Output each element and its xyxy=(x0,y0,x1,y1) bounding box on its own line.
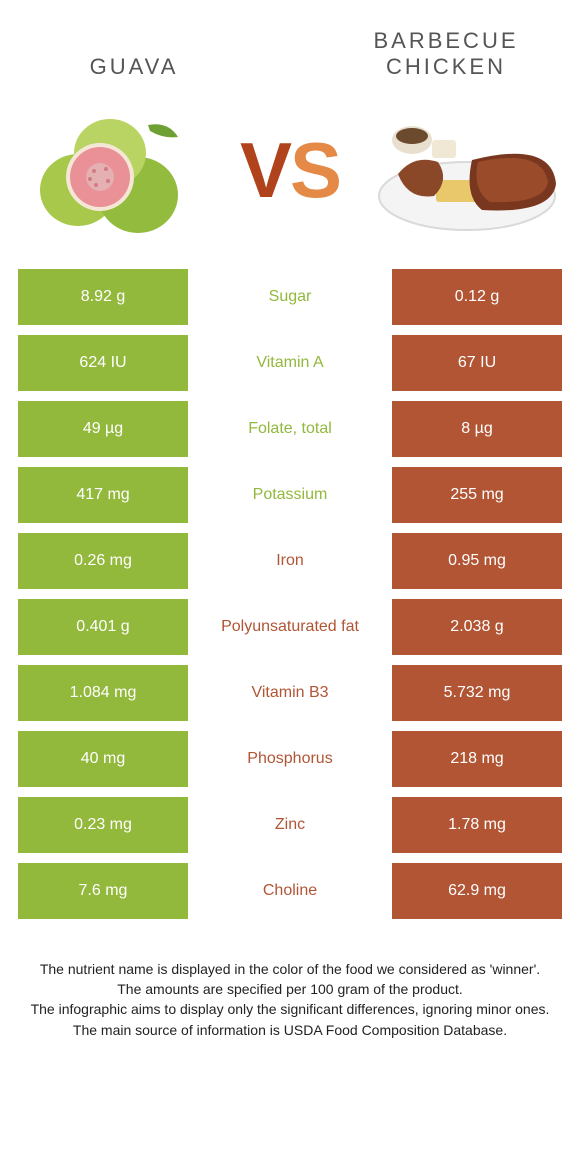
title-right: Barbecue chicken xyxy=(330,10,562,85)
table-row: 1.084 mgVitamin B35.732 mg xyxy=(18,665,562,721)
nutrient-label: Polyunsaturated fat xyxy=(188,599,392,655)
table-row: 7.6 mgCholine62.9 mg xyxy=(18,863,562,919)
nutrient-label: Sugar xyxy=(188,269,392,325)
value-right: 0.12 g xyxy=(392,269,562,325)
footer-line-4: The main source of information is USDA F… xyxy=(26,1020,554,1040)
vs-label: VS xyxy=(208,131,372,209)
nutrient-label: Vitamin A xyxy=(188,335,392,391)
footer-line-3: The infographic aims to display only the… xyxy=(26,999,554,1019)
value-left: 40 mg xyxy=(18,731,188,787)
value-right: 218 mg xyxy=(392,731,562,787)
hero-row: VS xyxy=(18,95,562,245)
nutrient-label: Potassium xyxy=(188,467,392,523)
guava-illustration xyxy=(18,95,208,245)
value-left: 624 IU xyxy=(18,335,188,391)
table-row: 417 mgPotassium255 mg xyxy=(18,467,562,523)
value-right: 8 µg xyxy=(392,401,562,457)
table-row: 49 µgFolate, total8 µg xyxy=(18,401,562,457)
value-left: 49 µg xyxy=(18,401,188,457)
value-left: 1.084 mg xyxy=(18,665,188,721)
value-left: 417 mg xyxy=(18,467,188,523)
footer-notes: The nutrient name is displayed in the co… xyxy=(18,959,562,1050)
value-right: 0.95 mg xyxy=(392,533,562,589)
table-row: 40 mgPhosphorus218 mg xyxy=(18,731,562,787)
nutrient-label: Zinc xyxy=(188,797,392,853)
vs-s: S xyxy=(290,126,340,214)
title-right-line1: Barbecue xyxy=(334,28,558,54)
nutrient-label: Iron xyxy=(188,533,392,589)
value-right: 2.038 g xyxy=(392,599,562,655)
title-left: Guava xyxy=(18,36,250,84)
value-right: 255 mg xyxy=(392,467,562,523)
value-left: 8.92 g xyxy=(18,269,188,325)
title-row: Guava Barbecue chicken xyxy=(18,10,562,85)
value-right: 67 IU xyxy=(392,335,562,391)
table-row: 624 IUVitamin A67 IU xyxy=(18,335,562,391)
nutrient-label: Choline xyxy=(188,863,392,919)
footer-line-1: The nutrient name is displayed in the co… xyxy=(26,959,554,979)
value-right: 62.9 mg xyxy=(392,863,562,919)
table-row: 0.26 mgIron0.95 mg xyxy=(18,533,562,589)
footer-line-2: The amounts are specified per 100 gram o… xyxy=(26,979,554,999)
title-right-line2: chicken xyxy=(334,54,558,80)
value-left: 0.23 mg xyxy=(18,797,188,853)
table-row: 0.401 gPolyunsaturated fat2.038 g xyxy=(18,599,562,655)
nutrient-table: 8.92 gSugar0.12 g 624 IUVitamin A67 IU 49 … xyxy=(18,269,562,919)
table-row: 0.23 mgZinc1.78 mg xyxy=(18,797,562,853)
value-right: 5.732 mg xyxy=(392,665,562,721)
value-left: 0.401 g xyxy=(18,599,188,655)
value-right: 1.78 mg xyxy=(392,797,562,853)
value-left: 0.26 mg xyxy=(18,533,188,589)
nutrient-label: Phosphorus xyxy=(188,731,392,787)
value-left: 7.6 mg xyxy=(18,863,188,919)
nutrient-label: Folate, total xyxy=(188,401,392,457)
table-row: 8.92 gSugar0.12 g xyxy=(18,269,562,325)
nutrient-label: Vitamin B3 xyxy=(188,665,392,721)
vs-v: V xyxy=(240,126,290,214)
bbq-illustration xyxy=(372,95,562,245)
